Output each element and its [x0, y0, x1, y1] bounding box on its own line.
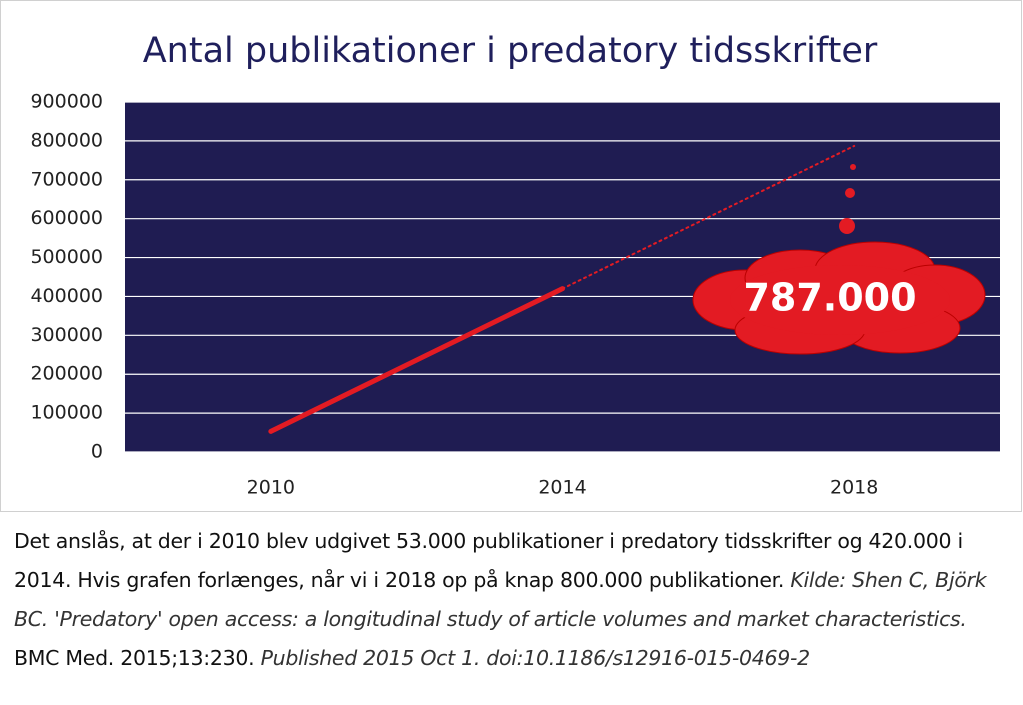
line-series	[268, 286, 565, 434]
x-tick-label: 2018	[830, 477, 878, 499]
y-tick-label: 500000	[30, 246, 103, 268]
y-tick-label: 300000	[30, 324, 103, 346]
y-tick-label: 600000	[30, 207, 103, 229]
source-citation: Kilde: Shen C, Björk BC. 'Predatory' ope…	[14, 568, 987, 631]
value-label: 787.000	[743, 276, 916, 320]
thought-bubble	[839, 218, 855, 234]
line-series	[561, 144, 856, 290]
chart-title: Antal publikationer i predatory tidsskri…	[143, 31, 878, 71]
caption: Det anslås, at der i 2010 blev udgivet 5…	[14, 522, 1014, 678]
cloud-shape	[692, 241, 986, 355]
x-tick-label: 2014	[538, 477, 586, 499]
caption-text: Det anslås, at der i 2010 blev udgivet 5…	[14, 529, 963, 592]
y-tick-label: 0	[91, 441, 103, 463]
thought-bubble	[850, 164, 856, 170]
source-date: Published 2015 Oct 1. doi:10.1186/s12916…	[260, 646, 811, 670]
y-tick-label: 900000	[30, 91, 103, 113]
x-tick-label: 2010	[247, 477, 295, 499]
plot-area: 0 100000 200000 300000 400000 500000 600000 700…	[30, 91, 1000, 499]
thought-bubble	[845, 188, 855, 198]
source-journal: BMC Med. 2015;13:230.	[14, 646, 255, 670]
y-tick-label: 800000	[30, 129, 103, 151]
callout-cloud: 787.000	[692, 164, 986, 355]
y-tick-label: 400000	[30, 285, 103, 307]
chart: Antal publikationer i predatory tidsskri…	[0, 0, 1022, 512]
y-tick-label: 200000	[30, 363, 103, 385]
y-tick-label: 100000	[30, 402, 103, 424]
y-tick-label: 700000	[30, 168, 103, 190]
